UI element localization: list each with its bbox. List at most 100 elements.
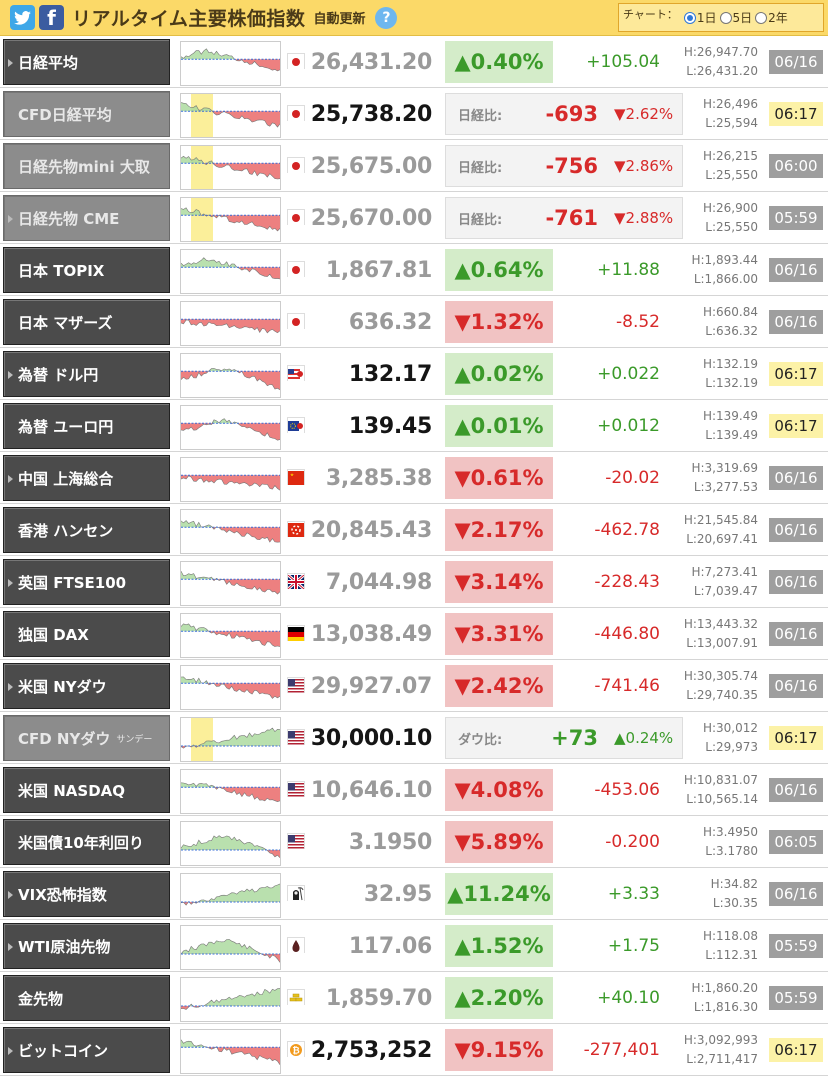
sparkline-chart[interactable] <box>180 665 281 710</box>
index-row[interactable]: 日経平均 26,431.20 ▲0.40% +105.04 H:26,947.70 L:2… <box>0 36 828 88</box>
update-time: 05:59 <box>769 986 823 1010</box>
index-name-button[interactable]: WTI原油先物 <box>3 923 170 969</box>
update-time: 06:17 <box>769 726 823 750</box>
index-name-button[interactable]: 日経先物mini 大取 <box>3 143 170 189</box>
high-value: H:26,215 <box>702 149 758 163</box>
index-name-button[interactable]: 為替 ドル円 <box>3 351 170 397</box>
sparkline-chart[interactable] <box>180 145 281 190</box>
sparkline-chart[interactable] <box>180 925 281 970</box>
update-time: 06/16 <box>769 50 823 74</box>
current-price: 132.17 <box>348 361 432 387</box>
index-row[interactable]: 為替 ドル円 132.17 ▲0.02% +0.022 H:132.19 L:132.19… <box>0 348 828 400</box>
help-icon[interactable]: ? <box>375 6 398 29</box>
index-row[interactable]: 為替 ユーロ円 139.45 ▲0.01% +0.012 H:139.49 L:139.4… <box>0 400 828 452</box>
index-row[interactable]: WTI原油先物 117.06 ▲1.52% +1.75 H:118.08 L:112.31… <box>0 920 828 972</box>
index-row[interactable]: VIX恐怖指数 32.95 ▲11.24% +3.33 H:34.82 L:30.35 06… <box>0 868 828 920</box>
sparkline-chart[interactable] <box>180 509 281 554</box>
index-name-button[interactable]: CFD日経平均 <box>3 91 170 137</box>
index-name: 米国 NASDAQ <box>18 781 125 800</box>
sparkline-chart[interactable] <box>180 873 281 918</box>
index-name-button[interactable]: 米国債10年利回り <box>3 819 170 865</box>
index-name-button[interactable]: CFD NYダウ サンデー <box>3 715 170 761</box>
chart-option-2y[interactable]: 2年 <box>755 9 788 26</box>
index-name-button[interactable]: 日経先物 CME <box>3 195 170 241</box>
sparkline-chart[interactable] <box>180 561 281 606</box>
facebook-icon[interactable]: f <box>39 5 64 30</box>
index-row[interactable]: 英国 FTSE100 7,044.98 ▼3.14% -228.43 H:7,273.4… <box>0 556 828 608</box>
index-name: 香港 ハンセン <box>18 521 114 540</box>
sparkline-chart[interactable] <box>180 1029 281 1074</box>
index-name-button[interactable]: VIX恐怖指数 <box>3 871 170 917</box>
sparkline-chart[interactable] <box>180 405 281 450</box>
change-percent: ▲1.52% <box>445 925 553 967</box>
current-price: 3.1950 <box>348 829 432 855</box>
index-row[interactable]: 日経先物 CME 25,670.00 日経比: -761 ▼2.88% H:26,900 L… <box>0 192 828 244</box>
index-row[interactable]: 日本 マザーズ 636.32 ▼1.32% -8.52 H:660.84 L:636.32… <box>0 296 828 348</box>
current-price: 7,044.98 <box>325 569 432 595</box>
sparkline-chart[interactable] <box>180 769 281 814</box>
index-row[interactable]: ビットコイン ₿ 2,753,252 ▼9.15% -277,401 H:3,092,99… <box>0 1024 828 1076</box>
index-row[interactable]: 米国 NASDAQ 10,646.10 ▼4.08% -453.06 H:10,831.… <box>0 764 828 816</box>
radio-icon[interactable] <box>755 11 768 24</box>
twitter-icon[interactable] <box>10 5 35 30</box>
index-name-button[interactable]: 中国 上海総合 <box>3 455 170 501</box>
index-name: 米国 NYダウ <box>18 677 107 696</box>
high-low: H:10,831.07 L:10,565.14 <box>670 771 758 809</box>
index-name-button[interactable]: 金先物 <box>3 975 170 1021</box>
index-name-button[interactable]: 独国 DAX <box>3 611 170 657</box>
sparkline-chart[interactable] <box>180 41 281 86</box>
index-name-button[interactable]: 為替 ユーロ円 <box>3 403 170 449</box>
index-name-button[interactable]: 米国 NASDAQ <box>3 767 170 813</box>
index-name-button[interactable]: 日本 TOPIX <box>3 247 170 293</box>
current-price: 117.06 <box>348 933 432 959</box>
sparkline-chart[interactable] <box>180 93 281 138</box>
page-title: リアルタイム主要株価指数 <box>72 8 306 30</box>
index-name-button[interactable]: 香港 ハンセン <box>3 507 170 553</box>
index-row[interactable]: 中国 上海総合 3,285.38 ▼0.61% -20.02 H:3,319.69 L:3… <box>0 452 828 504</box>
index-row[interactable]: CFD NYダウ サンデー 30,000.10 ダウ比: +73 ▲0.24% H:30,0… <box>0 712 828 764</box>
sparkline-chart[interactable] <box>180 613 281 658</box>
sparkline-chart[interactable] <box>180 717 281 762</box>
index-row[interactable]: 日経先物mini 大取 25,675.00 日経比: -756 ▼2.86% H:26,2… <box>0 140 828 192</box>
high-low: H:21,545.84 L:20,697.41 <box>670 511 758 549</box>
change-value: -228.43 <box>594 572 660 592</box>
index-name-button[interactable]: 日本 マザーズ <box>3 299 170 345</box>
high-value: H:660.84 <box>702 305 758 319</box>
high-low: H:26,947.70 L:26,431.20 <box>670 43 758 81</box>
index-name-button[interactable]: 英国 FTSE100 <box>3 559 170 605</box>
sparkline-chart[interactable] <box>180 353 281 398</box>
radio-icon[interactable] <box>683 11 696 24</box>
sparkline-chart[interactable] <box>180 457 281 502</box>
chart-option-5d[interactable]: 5日 <box>719 9 752 26</box>
sparkline-chart[interactable] <box>180 249 281 294</box>
index-row[interactable]: 香港 ハンセン 20,845.43 ▼2.17% -462.78 H:21,545.84… <box>0 504 828 556</box>
index-row[interactable]: 米国債10年利回り 3.1950 ▼5.89% -0.200 H:3.4950 L:3.1… <box>0 816 828 868</box>
change-value: +0.022 <box>597 364 660 384</box>
us-flag-icon <box>287 677 305 693</box>
index-row[interactable]: 米国 NYダウ 29,927.07 ▼2.42% -741.46 H:30,305.74… <box>0 660 828 712</box>
index-row[interactable]: 日本 TOPIX 1,867.81 ▲0.64% +11.88 H:1,893.44 L:… <box>0 244 828 296</box>
index-row[interactable]: 独国 DAX 13,038.49 ▼3.31% -446.80 H:13,443.32 L… <box>0 608 828 660</box>
sparkline-chart[interactable] <box>180 821 281 866</box>
high-low: H:118.08 L:112.31 <box>670 927 758 965</box>
index-name-button[interactable]: ビットコイン <box>3 1027 170 1073</box>
low-value: L:1,816.30 <box>693 1000 758 1014</box>
sparkline-chart[interactable] <box>180 197 281 242</box>
low-value: L:29,740.35 <box>686 688 758 702</box>
chart-option-1d[interactable]: 1日 <box>683 9 717 26</box>
index-name: 金先物 <box>18 989 64 1008</box>
index-name-button[interactable]: 日経平均 <box>3 39 170 85</box>
change-percent: ▼9.15% <box>445 1029 553 1071</box>
index-row[interactable]: CFD日経平均 25,738.20 日経比: -693 ▼2.62% H:26,496 L:… <box>0 88 828 140</box>
index-name: 米国債10年利回り <box>18 833 144 852</box>
sparkline-chart[interactable] <box>180 977 281 1022</box>
cfd-diff-box: 日経比: -756 ▼2.86% <box>445 145 683 187</box>
radio-icon[interactable] <box>719 11 732 24</box>
change-value: -446.80 <box>594 624 660 644</box>
sparkline-chart[interactable] <box>180 301 281 346</box>
index-row[interactable]: 金先物 1,859.70 ▲2.20% +40.10 H:1,860.20 L:1,816… <box>0 972 828 1024</box>
change-percent: ▼2.17% <box>445 509 553 551</box>
index-name-button[interactable]: 米国 NYダウ <box>3 663 170 709</box>
current-price: 26,431.20 <box>310 49 432 75</box>
